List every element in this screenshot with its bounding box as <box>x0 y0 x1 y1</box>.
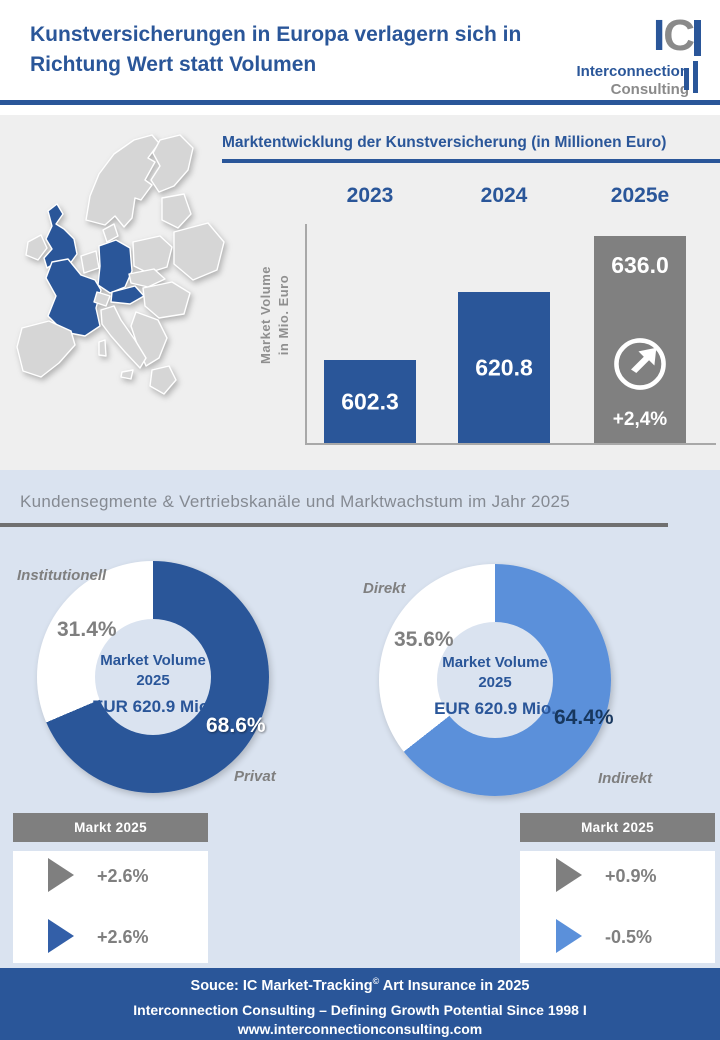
year-label-2023: 2023 <box>346 184 394 207</box>
map-country-united-kingdom <box>43 203 78 269</box>
map-country-balkans <box>130 311 168 367</box>
growth-value-total-right: +0.9% <box>605 866 657 886</box>
footer-tagline-line: Interconnection Consulting – Defining Gr… <box>133 1001 587 1018</box>
header-divider <box>0 100 720 105</box>
bar-2024: 620.8 <box>458 292 550 443</box>
segments-title-underline <box>0 523 668 527</box>
map-country-switzerland <box>93 291 111 307</box>
map-country-germany <box>97 239 133 294</box>
donut-right-center-label: Market Volume 2025 EUR 620.9 Mio. <box>415 653 575 719</box>
logo-company-type: Consulting <box>610 81 689 98</box>
footer-tagline: Interconnection Consulting – Defining Gr… <box>0 994 720 1039</box>
map-country-scandinavia <box>85 134 160 228</box>
label-privat: Privat <box>234 768 276 785</box>
center-market-volume: Market Volume <box>442 654 548 671</box>
bar-chart-title: Marktentwicklung der Kunstversicherung (… <box>222 134 667 151</box>
y-axis-line <box>305 224 307 444</box>
bar-2023-value: 602.3 <box>341 388 399 414</box>
center-year: 2025 <box>136 672 170 689</box>
center-volume-value: EUR 620.9 Mio. <box>434 699 556 718</box>
logo-bar-icon <box>693 61 698 93</box>
footer-website-link[interactable]: www.interconnectionconsulting.com <box>237 1020 483 1037</box>
growth-arrow-icon-gray <box>48 858 74 892</box>
market-2025-box-right <box>520 851 715 963</box>
map-island-corsica <box>98 339 107 357</box>
map-country-eastern-europe <box>173 222 225 281</box>
map-country-benelux <box>80 250 100 274</box>
footer-source-post: Art Insurance in 2025 <box>379 977 530 994</box>
bar-2023: 602.3 <box>324 360 416 443</box>
donut-sales-channels <box>379 564 611 796</box>
map-island-sicily <box>120 369 134 380</box>
company-logo: IC <box>652 11 695 60</box>
page-title: Kunstversicherungen in Europa verlagern … <box>30 20 590 80</box>
bar-2025e-growth: +2,4% <box>612 409 668 430</box>
donut-customer-segments <box>37 561 269 793</box>
footer: Souce: IC Market-Tracking© Art Insurance… <box>0 968 720 1040</box>
year-label-2024: 2024 <box>480 184 528 207</box>
map-country-iberia <box>16 320 76 378</box>
y-axis-label-line1: Market Volume <box>258 266 273 365</box>
growth-value-total-left: +2.6% <box>97 866 149 886</box>
map-country-hungary-romania <box>142 281 191 319</box>
center-year: 2025 <box>478 674 512 691</box>
map-country-denmark <box>102 223 119 243</box>
segments-section-title: Kundensegmente & Vertriebskanäle und Mar… <box>20 492 570 511</box>
bar-2025e-value: 636.0 <box>611 252 669 278</box>
market-2025-header-left: Markt 2025 <box>13 813 208 842</box>
footer-source-sup: © <box>372 976 380 986</box>
donut-hole <box>437 622 553 738</box>
map-country-poland <box>132 235 173 274</box>
donut-left-center-label: Market Volume 2025 EUR 620.9 Mio. <box>73 651 233 717</box>
pct-privat: 68.6% <box>206 714 266 737</box>
page-title-line1: Kunstversicherungen in Europa verlagern … <box>30 23 522 46</box>
market-2025-box-left <box>13 851 208 963</box>
pct-direkt: 35.6% <box>394 628 454 651</box>
bar-2025e: 636.0 +2,4% <box>594 236 686 443</box>
label-indirekt: Indirekt <box>598 770 653 787</box>
logo-company-name: Interconnection <box>576 63 689 80</box>
growth-value-segment-right: -0.5% <box>605 927 653 947</box>
x-axis-line <box>305 443 716 445</box>
y-axis-label: Market Volume in Mio. Euro <box>257 235 293 395</box>
logo-bar-icon <box>694 20 701 56</box>
logo-bar-icon <box>684 68 689 90</box>
label-institutionell: Institutionell <box>17 567 107 584</box>
y-axis-label-line2: in Mio. Euro <box>276 274 291 356</box>
bar-chart-title-underline <box>222 159 720 163</box>
map-country-ireland <box>25 234 48 261</box>
map-country-baltics <box>161 193 192 229</box>
growth-arrow-icon-lightblue <box>556 919 582 953</box>
logo-letter-c: C <box>663 11 695 60</box>
donut-hole <box>95 619 211 735</box>
growth-value-segment-left: +2.6% <box>97 927 149 947</box>
growth-arrow-icon-gray <box>556 858 582 892</box>
map-country-austria <box>110 285 145 305</box>
trend-arrow-icon <box>614 338 666 390</box>
center-volume-value: EUR 620.9 Mio. <box>92 697 214 716</box>
map-country-czech-slovakia <box>128 268 166 288</box>
page-title-line2: Richtung Wert statt Volumen <box>30 53 317 76</box>
map-country-france <box>45 258 102 337</box>
bar-2024-value: 620.8 <box>475 354 533 380</box>
growth-arrow-icon-blue <box>48 919 74 953</box>
pct-indirekt: 64.4% <box>554 706 614 729</box>
market-2025-header-right: Markt 2025 <box>520 813 715 842</box>
map-country-greece <box>149 365 177 395</box>
footer-source-pre: Souce: IC Market-Tracking <box>190 977 373 994</box>
year-label-2025e: 2025e <box>610 184 670 207</box>
map-country-finland <box>150 134 194 193</box>
europe-map <box>16 134 225 395</box>
center-market-volume: Market Volume <box>100 652 206 669</box>
footer-source: Souce: IC Market-Tracking© Art Insurance… <box>0 968 720 994</box>
logo-letter-i: I <box>652 11 665 60</box>
map-country-italy <box>100 305 147 369</box>
label-direkt: Direkt <box>363 580 406 597</box>
pct-institutionell: 31.4% <box>57 618 117 641</box>
